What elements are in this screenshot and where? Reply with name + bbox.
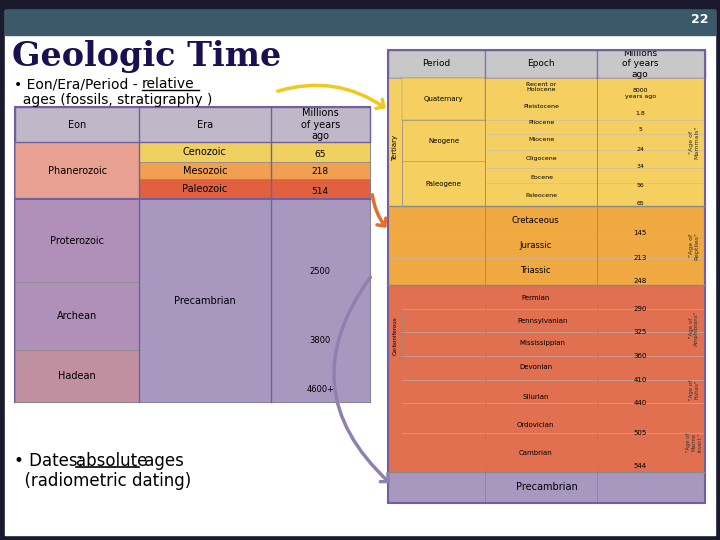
Text: 325: 325 [634,329,647,335]
Text: Period: Period [423,59,451,69]
Bar [388,206,705,285]
Bar [15,142,139,199]
Text: Triassic: Triassic [521,266,551,275]
Text: Millions
of years
ago: Millions of years ago [301,108,340,141]
Text: 440: 440 [634,400,647,406]
Text: Carboniferous: Carboniferous [392,316,397,355]
Bar [15,107,370,402]
Text: Hadean: Hadean [58,371,96,381]
Text: 2500: 2500 [310,267,330,276]
Text: Neogene: Neogene [428,138,459,144]
Bar [5,10,715,35]
Text: Paleozoic: Paleozoic [182,184,228,194]
Text: 24: 24 [636,147,644,152]
Bar [139,179,271,199]
Text: Paleocene: Paleocene [526,193,557,198]
Text: 65: 65 [636,201,644,206]
Text: "Age of
Amphibians": "Age of Amphibians" [688,310,699,346]
Text: Cenozoic: Cenozoic [183,147,227,157]
Text: Proterozoic: Proterozoic [50,236,104,246]
Text: Archean: Archean [57,311,97,321]
Bar [271,142,370,162]
Text: • Dates:: • Dates: [14,452,89,470]
Text: Tertiary: Tertiary [392,136,398,161]
Text: 410: 410 [634,377,647,383]
Text: 3800: 3800 [310,336,331,345]
Text: 4600+: 4600+ [306,385,334,394]
Text: Cretaceous: Cretaceous [512,215,559,225]
Text: 248: 248 [634,278,647,284]
Text: 360: 360 [634,353,647,359]
Text: 22: 22 [690,13,708,26]
Text: 514: 514 [312,187,329,196]
Text: Precambrian: Precambrian [516,483,577,492]
Text: Era: Era [197,119,213,130]
Text: Pennsylvanian: Pennsylvanian [517,318,568,323]
Bar [388,285,705,472]
Text: Oligocene: Oligocene [526,156,557,161]
Bar [388,50,705,78]
Text: 5: 5 [639,127,642,132]
Bar [139,142,271,162]
Text: 218: 218 [312,167,329,176]
Text: 213: 213 [634,255,647,261]
Text: 1.8: 1.8 [635,111,645,116]
Text: 544: 544 [634,463,647,469]
Text: 145: 145 [634,230,647,236]
Bar [139,162,271,179]
Text: Devonian: Devonian [519,364,552,370]
Text: Quaternary: Quaternary [424,96,464,102]
Bar [15,282,139,350]
Text: Eocene: Eocene [530,176,553,180]
Text: Miocene: Miocene [528,137,554,142]
Text: Ordovician: Ordovician [517,422,554,428]
Bar [15,350,139,402]
Bar [388,78,705,206]
Text: • Eon/Era/Period -: • Eon/Era/Period - [14,77,142,91]
Text: Geologic Time: Geologic Time [12,40,282,73]
Text: absolute: absolute [76,452,148,470]
Bar [271,179,370,199]
Text: Jurassic: Jurassic [519,241,552,250]
Bar [271,199,370,402]
Text: "Age of
Fishes": "Age of Fishes" [688,380,699,400]
Text: Paleogene: Paleogene [426,180,462,187]
Text: Mesozoic: Mesozoic [183,166,228,176]
Text: (radiometric dating): (radiometric dating) [14,472,192,490]
Text: 34: 34 [636,164,644,169]
Bar [388,472,705,503]
Bar [15,107,370,142]
Text: Mississippian: Mississippian [520,340,565,346]
Bar [139,199,271,402]
Text: Millions
of years
ago: Millions of years ago [622,49,659,79]
Text: "Age of
Marine
Invert.": "Age of Marine Invert." [685,432,702,452]
Text: 505: 505 [634,430,647,436]
Text: Recent or
Holocene: Recent or Holocene [526,82,557,92]
Bar [388,50,705,503]
Text: 56: 56 [636,183,644,188]
Text: ages (fossils, stratigraphy ): ages (fossils, stratigraphy ) [14,93,212,107]
Text: Pleistocene: Pleistocene [523,104,559,109]
Bar [402,78,485,120]
Text: Precambrian: Precambrian [174,295,236,306]
Text: Pliocene: Pliocene [528,120,554,125]
Text: Eon: Eon [68,119,86,130]
Text: ages: ages [139,452,184,470]
Text: Epoch: Epoch [528,59,555,69]
Bar [271,162,370,179]
Text: "Age of
Reptiles": "Age of Reptiles" [688,232,699,260]
Text: Cambrian: Cambrian [518,450,552,456]
Text: 290: 290 [634,306,647,312]
Text: 65: 65 [315,150,326,159]
Text: Phanerozoic: Phanerozoic [48,166,107,176]
Text: relative: relative [142,77,194,91]
Bar [15,199,139,282]
Text: Permian: Permian [521,295,549,301]
Text: 8000
years ago: 8000 years ago [625,88,656,99]
Text: Silurian: Silurian [522,394,549,400]
Text: "Age of
Mammals": "Age of Mammals" [688,125,699,159]
